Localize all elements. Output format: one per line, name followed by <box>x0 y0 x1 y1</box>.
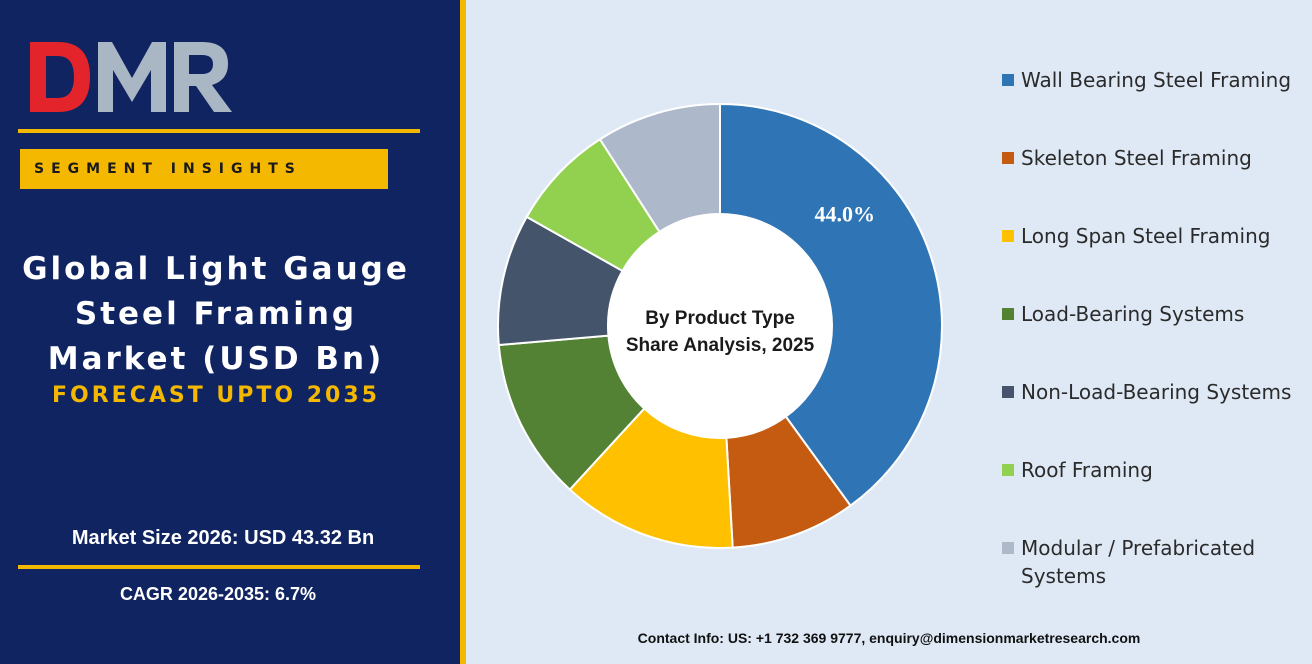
legend-swatch <box>1002 74 1014 86</box>
legend-swatch <box>1002 542 1014 554</box>
title-line-1: Global Light Gauge <box>22 251 410 287</box>
legend-swatch <box>1002 464 1014 476</box>
legend-label: Load-Bearing Systems <box>1021 302 1245 326</box>
legend-label: Roof Framing <box>1021 458 1153 482</box>
legend-label: Wall Bearing Steel Framing <box>1021 68 1292 92</box>
slice-data-label: 44.0% <box>814 201 875 226</box>
donut-chart: By Product Type Share Analysis, 2025 44.… <box>497 102 943 549</box>
cagr-text: CAGR 2026-2035: 6.7% <box>119 584 317 604</box>
legend-label: Modular / Prefabricated Systems <box>1021 536 1256 588</box>
legend-swatch <box>1002 308 1014 320</box>
dmr-logo <box>30 42 232 112</box>
legend-swatch <box>1002 386 1014 398</box>
panel-divider <box>460 0 466 664</box>
legend-swatch <box>1002 230 1014 242</box>
chart-center-line-1: By Product Type <box>645 308 795 329</box>
market-size-text: Market Size 2026: USD 43.32 Bn <box>71 527 375 549</box>
donut-hole <box>608 214 832 438</box>
legend-label: Non-Load-Bearing Systems <box>1021 380 1292 404</box>
forecast-subtitle: FORECAST UPTO 2035 <box>52 383 380 408</box>
top-gold-rule <box>18 129 420 133</box>
title-line-3: Market (USD Bn) <box>47 341 385 377</box>
legend-swatch <box>1002 152 1014 164</box>
legend-label: Skeleton Steel Framing <box>1021 146 1252 170</box>
segment-insights-label: SEGMENT INSIGHTS <box>34 161 302 177</box>
title-line-2: Steel Framing <box>74 296 358 332</box>
segment-insights-banner: SEGMENT INSIGHTS <box>20 149 388 189</box>
legend-label: Long Span Steel Framing <box>1021 224 1271 248</box>
contact-info: Contact Info: US: +1 732 369 9777, enqui… <box>637 630 1141 646</box>
bottom-gold-rule <box>18 565 420 569</box>
chart-center-line-2: Share Analysis, 2025 <box>626 335 815 356</box>
